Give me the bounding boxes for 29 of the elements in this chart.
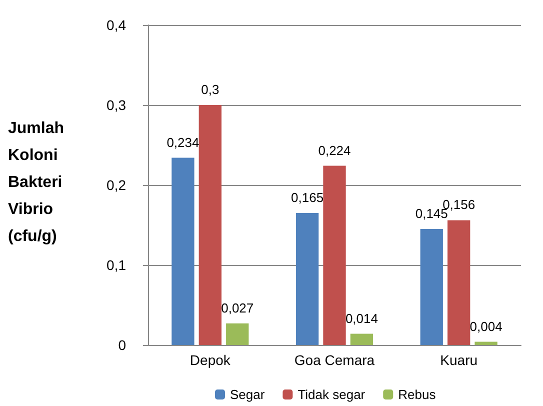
legend-label: Tidak segar [298,387,366,402]
bar [447,220,470,345]
data-label: 0,224 [318,142,351,158]
data-label: 0,234 [166,134,200,150]
y-tick-label: 0,1 [106,257,126,273]
bar [420,229,443,345]
bar [172,158,194,345]
x-tick-label: Kuaru [440,352,478,368]
y-axis-title: Jumlah Koloni Bakteri Vibrio (cfu/g) [8,120,64,245]
bar [350,334,374,345]
data-label: 0,014 [345,310,378,326]
bar [323,166,346,345]
data-label: 0,3 [201,82,220,97]
bar [296,213,319,345]
y-tick-label: 0,4 [106,17,126,33]
legend-label: Rebus [398,387,436,402]
data-label: 0,004 [470,318,502,334]
y-tick-label: 0,3 [106,97,126,113]
data-label: 0,156 [442,197,476,212]
bar [474,342,498,345]
x-tick-label: Goa Cemara [294,352,375,368]
bar [226,323,249,345]
data-label: 0,027 [221,300,254,316]
legend-label: Segar [230,387,266,402]
x-tick-label: Depok [190,352,232,368]
y-tick-label: 0,2 [106,177,126,193]
bar [198,105,222,345]
data-label: 0,165 [291,190,324,205]
y-tick-label: 0 [118,337,126,353]
